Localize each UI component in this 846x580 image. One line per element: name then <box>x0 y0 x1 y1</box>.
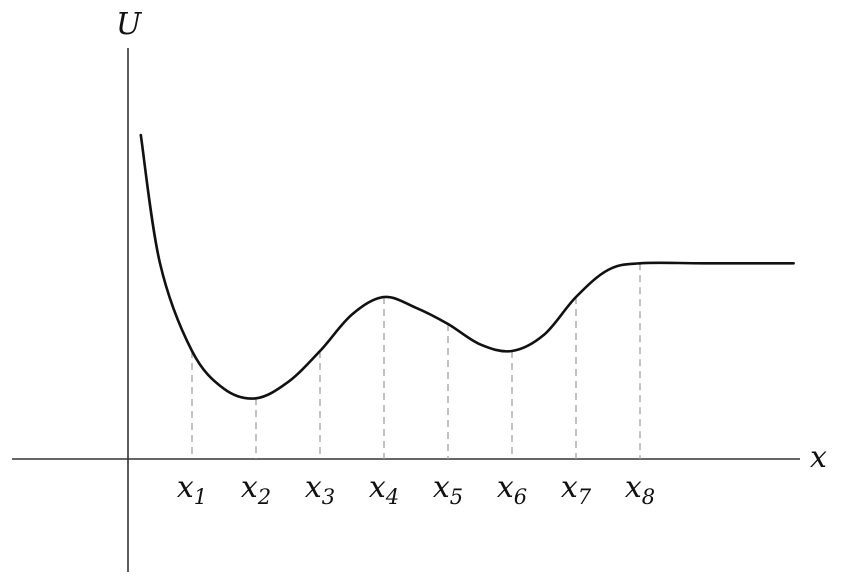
potential-curve <box>139 133 795 400</box>
tick-label-base: x <box>177 470 194 505</box>
guide-lines <box>191 263 641 459</box>
tick-label-subscript: 5 <box>450 485 463 509</box>
tick-label-subscript: 8 <box>642 485 655 509</box>
tick-label-subscript: 3 <box>322 485 335 509</box>
tick-label-x8: x8 <box>625 470 655 509</box>
tick-label-x5: x5 <box>433 470 463 509</box>
tick-label-base: x <box>433 470 450 505</box>
tick-label-subscript: 2 <box>257 485 271 509</box>
tick-label-x7: x7 <box>561 470 592 509</box>
tick-label-x6: x6 <box>497 470 527 509</box>
tick-label-base: x <box>625 470 642 505</box>
tick-label-base: x <box>497 470 514 505</box>
tick-label-base: x <box>305 470 322 505</box>
x-axis-label: x <box>810 440 827 475</box>
tick-label-base: x <box>369 470 386 505</box>
tick-label-x3: x3 <box>305 470 335 509</box>
tick-label-subscript: 4 <box>385 485 399 509</box>
tick-label-base: x <box>241 470 258 505</box>
tick-label-base: x <box>561 470 578 505</box>
tick-label-subscript: 1 <box>194 485 207 509</box>
x-tick-labels: x1 x2 x3 x4 x5 x6 x7 x8 <box>177 470 655 509</box>
tick-label-x2: x2 <box>241 470 271 509</box>
tick-label-subscript: 6 <box>514 485 527 509</box>
tick-label-x1: x1 <box>177 470 207 509</box>
y-axis-label: U <box>116 7 143 42</box>
tick-label-subscript: 7 <box>578 485 592 509</box>
tick-label-x4: x4 <box>369 470 399 509</box>
